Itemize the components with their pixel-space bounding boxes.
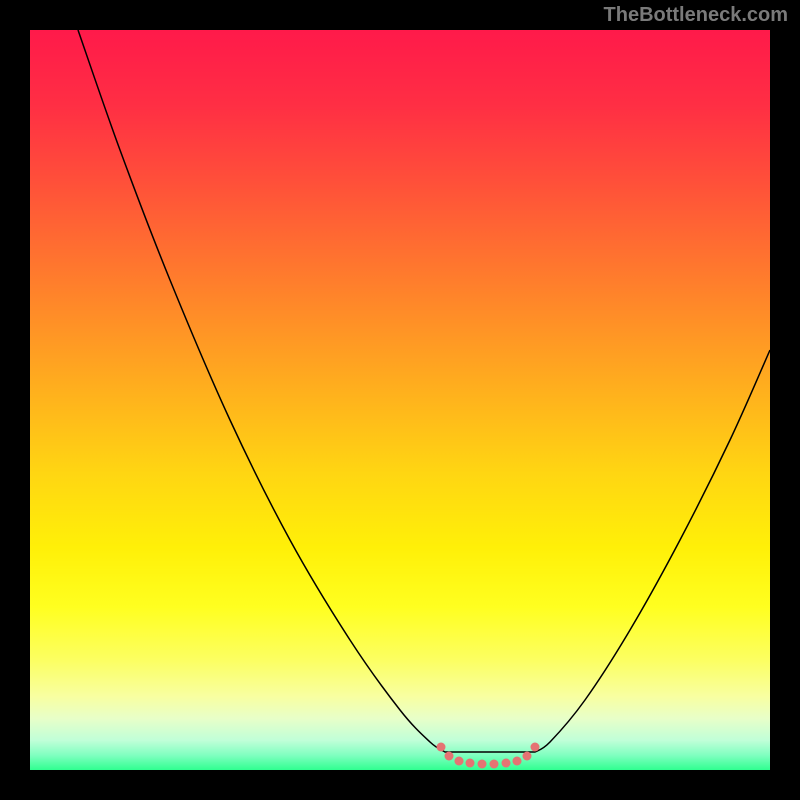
plot-area xyxy=(30,30,770,770)
bottleneck-curve xyxy=(30,30,770,770)
watermark-text: TheBottleneck.com xyxy=(604,4,788,27)
curve-path xyxy=(78,30,770,752)
valley-marker xyxy=(437,743,540,769)
